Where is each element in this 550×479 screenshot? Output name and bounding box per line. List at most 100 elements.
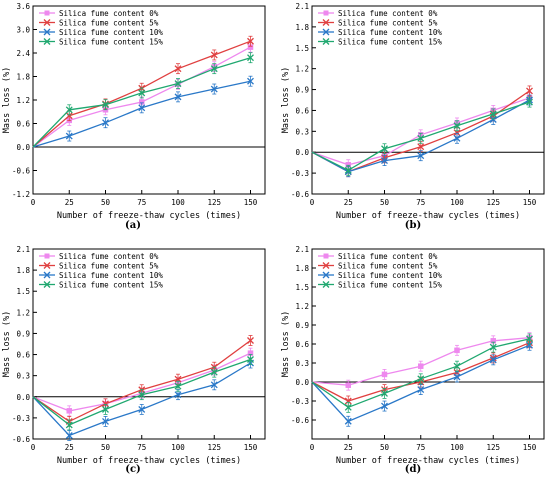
x-tick-label: 100 (450, 198, 464, 207)
x-tick-label: 125 (486, 443, 500, 452)
legend-marker (43, 271, 51, 279)
marker-square (418, 363, 424, 369)
marker-x (526, 341, 533, 349)
data-point (174, 91, 182, 103)
marker-x (526, 87, 533, 95)
y-tick-label: 3.0 (16, 26, 30, 35)
legend-label: Silica fume content 15% (59, 38, 163, 47)
data-point (489, 341, 497, 353)
marker-x (417, 152, 425, 160)
x-tick-label: 25 (344, 443, 353, 452)
data-point (417, 384, 425, 396)
legend-marker (322, 281, 330, 288)
x-tick-label: 50 (380, 198, 390, 207)
marker-x (417, 134, 425, 142)
x-tick-label: 125 (207, 443, 221, 452)
marker-x (344, 417, 352, 425)
y-tick-label: 0.9 (295, 321, 309, 330)
marker-x (381, 157, 388, 165)
y-tick-label: 0.3 (16, 372, 30, 381)
data-point (102, 416, 109, 427)
series-line (311, 338, 530, 409)
data-point (210, 49, 218, 61)
data-point (210, 63, 218, 75)
legend-marker (43, 19, 51, 26)
y-tick-label: 1.2 (16, 308, 30, 317)
y-tick-label: 1.8 (295, 264, 309, 273)
data-point (247, 354, 254, 365)
x-tick-label: 25 (65, 198, 74, 207)
legend-label: Silica fume content 10% (59, 271, 163, 280)
legend-marker (44, 10, 50, 16)
marker-x (65, 112, 73, 120)
data-point (344, 415, 352, 427)
y-tick-label: 3.6 (16, 2, 30, 11)
y-tick-label: 2.1 (295, 245, 309, 254)
legend-label: Silica fume content 15% (338, 281, 442, 290)
data-point (174, 63, 182, 75)
legend-label: Silica fume content 0% (59, 9, 159, 18)
marker-x (381, 402, 388, 410)
x-tick-label: 25 (344, 198, 353, 207)
x-axis-label: Number of freeze-thaw cycles (times) (336, 211, 520, 221)
y-tick-label: 2.1 (295, 2, 309, 11)
marker-x (453, 134, 461, 142)
data-point (381, 400, 388, 412)
chart-panel-d: -0.6 -0.3 0.0 0.3 0.6 0.9 1.2 1.5 1.8 2.1 0 25 50 75 1… (281, 245, 545, 475)
data-point (138, 87, 146, 99)
data-point (344, 164, 352, 176)
legend-label: Silica fume content 15% (59, 281, 163, 290)
x-tick-label: 75 (137, 443, 146, 452)
data-point (345, 379, 351, 391)
legend-marker (322, 19, 330, 26)
marker-x (489, 110, 497, 118)
x-tick-label: 100 (450, 443, 464, 452)
y-axis-label: Mass loss (%) (2, 311, 12, 378)
y-tick-label: -0.3 (291, 397, 309, 406)
x-tick-label: 50 (101, 198, 111, 207)
marker-x (489, 343, 497, 351)
marker-square (381, 371, 388, 378)
data-point (210, 366, 218, 378)
y-tick-label: 1.5 (295, 283, 309, 292)
plot-frame (311, 5, 545, 195)
x-tick-label: 125 (486, 198, 500, 207)
y-tick-label: -0.3 (12, 414, 30, 423)
chart-panel-c: -0.6 -0.3 0.0 0.3 0.6 0.9 1.2 1.5 1.8 2.1 0 25 50 75 1… (2, 245, 266, 475)
data-point (418, 360, 424, 372)
x-tick-label: 150 (244, 443, 258, 452)
data-point (453, 360, 461, 372)
x-tick-label: 50 (101, 443, 111, 452)
data-point (381, 143, 388, 155)
data-point (247, 35, 254, 47)
marker-x (344, 397, 352, 405)
x-axis-label: Number of freeze-thaw cycles (times) (336, 456, 520, 466)
chart-panel-a: -1.2 -0.6 0.0 0.6 1.2 1.8 2.4 3.0 3.6 0 25 50 75 100 1… (2, 2, 266, 231)
y-axis-label: Mass loss (%) (281, 311, 291, 378)
data-point (210, 83, 218, 95)
marker-x (138, 405, 146, 413)
marker-square (345, 382, 351, 388)
marker-x (453, 373, 461, 381)
y-tick-label: 2.4 (16, 49, 30, 58)
marker-x (65, 432, 73, 439)
y-tick-label: 0.9 (16, 329, 30, 338)
y-tick-label: -0.3 (291, 169, 309, 178)
data-point (66, 405, 72, 417)
legend-label: Silica fume content 10% (338, 271, 442, 280)
y-tick-label: 0.0 (295, 148, 309, 157)
data-point (454, 344, 460, 356)
marker-x (489, 116, 497, 123)
x-tick-label: 0 (310, 443, 315, 452)
y-tick-label: 0.0 (295, 378, 309, 387)
legend-label: Silica fume content 0% (338, 252, 438, 261)
y-tick-label: 2.1 (16, 245, 30, 254)
y-tick-label: -0.6 (291, 190, 310, 199)
data-point (417, 150, 425, 162)
y-tick-label: 0.3 (295, 359, 309, 368)
legend: Silica fume content 0% Silica fume conten… (318, 252, 442, 290)
legend-label: Silica fume content 10% (338, 28, 442, 37)
legend-marker (322, 271, 330, 279)
legend-label: Silica fume content 5% (59, 19, 159, 28)
